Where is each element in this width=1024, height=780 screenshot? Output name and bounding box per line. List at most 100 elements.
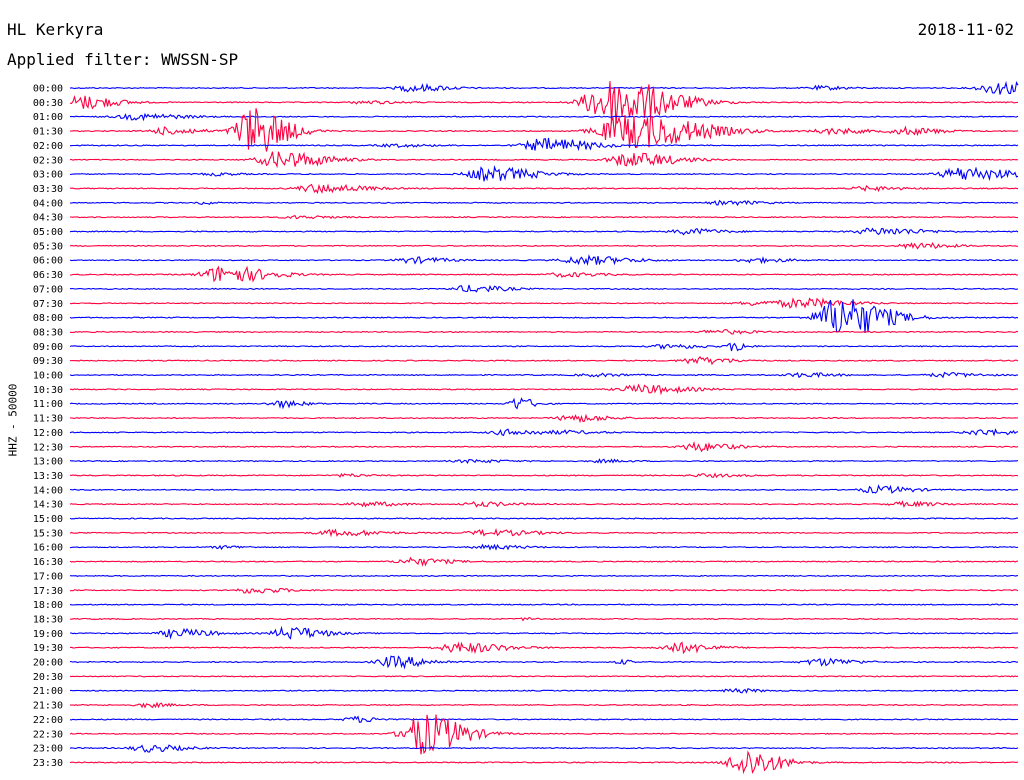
trace-line xyxy=(69,183,1019,195)
trace-line xyxy=(69,517,1019,520)
trace-line xyxy=(70,588,1019,594)
trace-line xyxy=(69,556,1019,567)
time-tick-label: 05:00 xyxy=(33,227,63,238)
time-tick-label: 06:00 xyxy=(33,256,63,267)
trace-line xyxy=(69,641,1018,655)
time-tick-label: 16:30 xyxy=(33,557,63,568)
time-tick-label: 17:30 xyxy=(33,586,63,597)
trace-line xyxy=(69,472,1019,479)
trace-line xyxy=(69,603,1019,606)
trace-line xyxy=(69,413,1019,424)
trace-line xyxy=(69,750,1019,775)
time-tick-label: 09:30 xyxy=(33,356,63,367)
time-tick-label: 16:00 xyxy=(33,543,63,554)
time-tick-label: 04:30 xyxy=(33,213,63,224)
trace-line xyxy=(69,151,1019,169)
trace-line xyxy=(69,214,1019,220)
time-tick-label: 13:00 xyxy=(33,457,63,468)
trace-line xyxy=(69,397,1019,410)
trace-line xyxy=(69,428,1019,437)
trace-line xyxy=(69,574,1019,578)
time-tick-label: 03:30 xyxy=(33,184,63,195)
trace-line xyxy=(69,81,1019,125)
trace-line xyxy=(69,342,1019,352)
trace-line xyxy=(70,112,1019,122)
time-tick-label: 07:00 xyxy=(33,284,63,295)
time-tick-label: 13:30 xyxy=(33,471,63,482)
trace-line xyxy=(69,371,1019,379)
time-tick-label: 06:30 xyxy=(33,270,63,281)
time-tick-label: 12:00 xyxy=(33,428,63,439)
time-tick-label: 18:30 xyxy=(33,614,63,625)
trace-line xyxy=(69,297,1019,309)
trace-line xyxy=(69,715,1019,723)
time-tick-label: 00:00 xyxy=(33,84,63,95)
time-tick-label: 22:30 xyxy=(33,729,63,740)
time-tick-label: 19:30 xyxy=(33,643,63,654)
time-tick-label: 23:30 xyxy=(33,758,63,769)
trace-line xyxy=(69,714,1019,755)
trace-line xyxy=(69,254,1019,266)
trace-line xyxy=(69,241,1019,250)
time-tick-label: 07:30 xyxy=(33,299,63,310)
time-tick-label: 21:00 xyxy=(33,686,63,697)
trace-line xyxy=(69,616,1019,622)
time-tick-label: 04:00 xyxy=(33,198,63,209)
time-tick-label: 20:00 xyxy=(33,658,63,669)
trace-line xyxy=(69,383,1019,396)
trace-line xyxy=(69,701,1019,709)
station-title: HL Kerkyra xyxy=(7,20,104,39)
time-tick-label: 09:00 xyxy=(33,342,63,353)
date-label: 2018-11-02 xyxy=(917,20,1014,39)
time-tick-label: 19:00 xyxy=(33,629,63,640)
trace-line xyxy=(69,675,1019,678)
time-tick-label: 15:00 xyxy=(33,514,63,525)
time-tick-label: 20:30 xyxy=(33,672,63,683)
time-tick-label: 12:30 xyxy=(33,442,63,453)
time-tick-label: 08:00 xyxy=(33,313,63,324)
time-tick-label: 02:00 xyxy=(33,141,63,152)
time-tick-label: 15:30 xyxy=(33,528,63,539)
time-tick-label: 22:00 xyxy=(33,715,63,726)
time-tick-label: 17:00 xyxy=(33,571,63,582)
trace-line xyxy=(69,199,1019,207)
trace-line xyxy=(69,108,1019,152)
trace-line xyxy=(69,80,1019,95)
trace-line xyxy=(69,484,1019,494)
time-tick-label: 18:00 xyxy=(33,600,63,611)
trace-line xyxy=(69,227,1019,236)
time-tick-label: 10:00 xyxy=(33,371,63,382)
time-tick-label: 11:30 xyxy=(33,414,63,425)
trace-line xyxy=(70,137,1019,152)
trace-line xyxy=(69,458,1019,465)
trace-line xyxy=(69,527,1018,538)
time-tick-label: 05:30 xyxy=(33,241,63,252)
time-tick-label: 23:00 xyxy=(33,744,63,755)
time-tick-label: 01:30 xyxy=(33,127,63,138)
time-tick-label: 10:30 xyxy=(33,385,63,396)
trace-line xyxy=(69,329,1019,335)
time-tick-label: 02:30 xyxy=(33,155,63,166)
time-tick-label: 21:30 xyxy=(33,701,63,712)
time-tick-label: 11:00 xyxy=(33,399,63,410)
trace-line xyxy=(69,655,1019,670)
trace-line xyxy=(70,625,1019,640)
trace-line xyxy=(69,356,1019,366)
filter-label: Applied filter: WWSSN-SP xyxy=(7,50,239,69)
trace-line xyxy=(69,500,1019,509)
trace-line xyxy=(69,687,1019,694)
trace-line xyxy=(69,265,1019,283)
trace-line xyxy=(69,543,1019,551)
time-tick-label: 08:30 xyxy=(33,327,63,338)
trace-line xyxy=(69,284,1019,293)
time-tick-label: 14:00 xyxy=(33,485,63,496)
trace-line xyxy=(69,165,1019,182)
trace-line xyxy=(69,299,1019,333)
trace-line xyxy=(69,744,1019,753)
time-tick-label: 01:00 xyxy=(33,112,63,123)
time-tick-label: 03:00 xyxy=(33,170,63,181)
trace-line xyxy=(69,440,1019,453)
time-tick-label: 14:30 xyxy=(33,500,63,511)
time-tick-label: 00:30 xyxy=(33,98,63,109)
